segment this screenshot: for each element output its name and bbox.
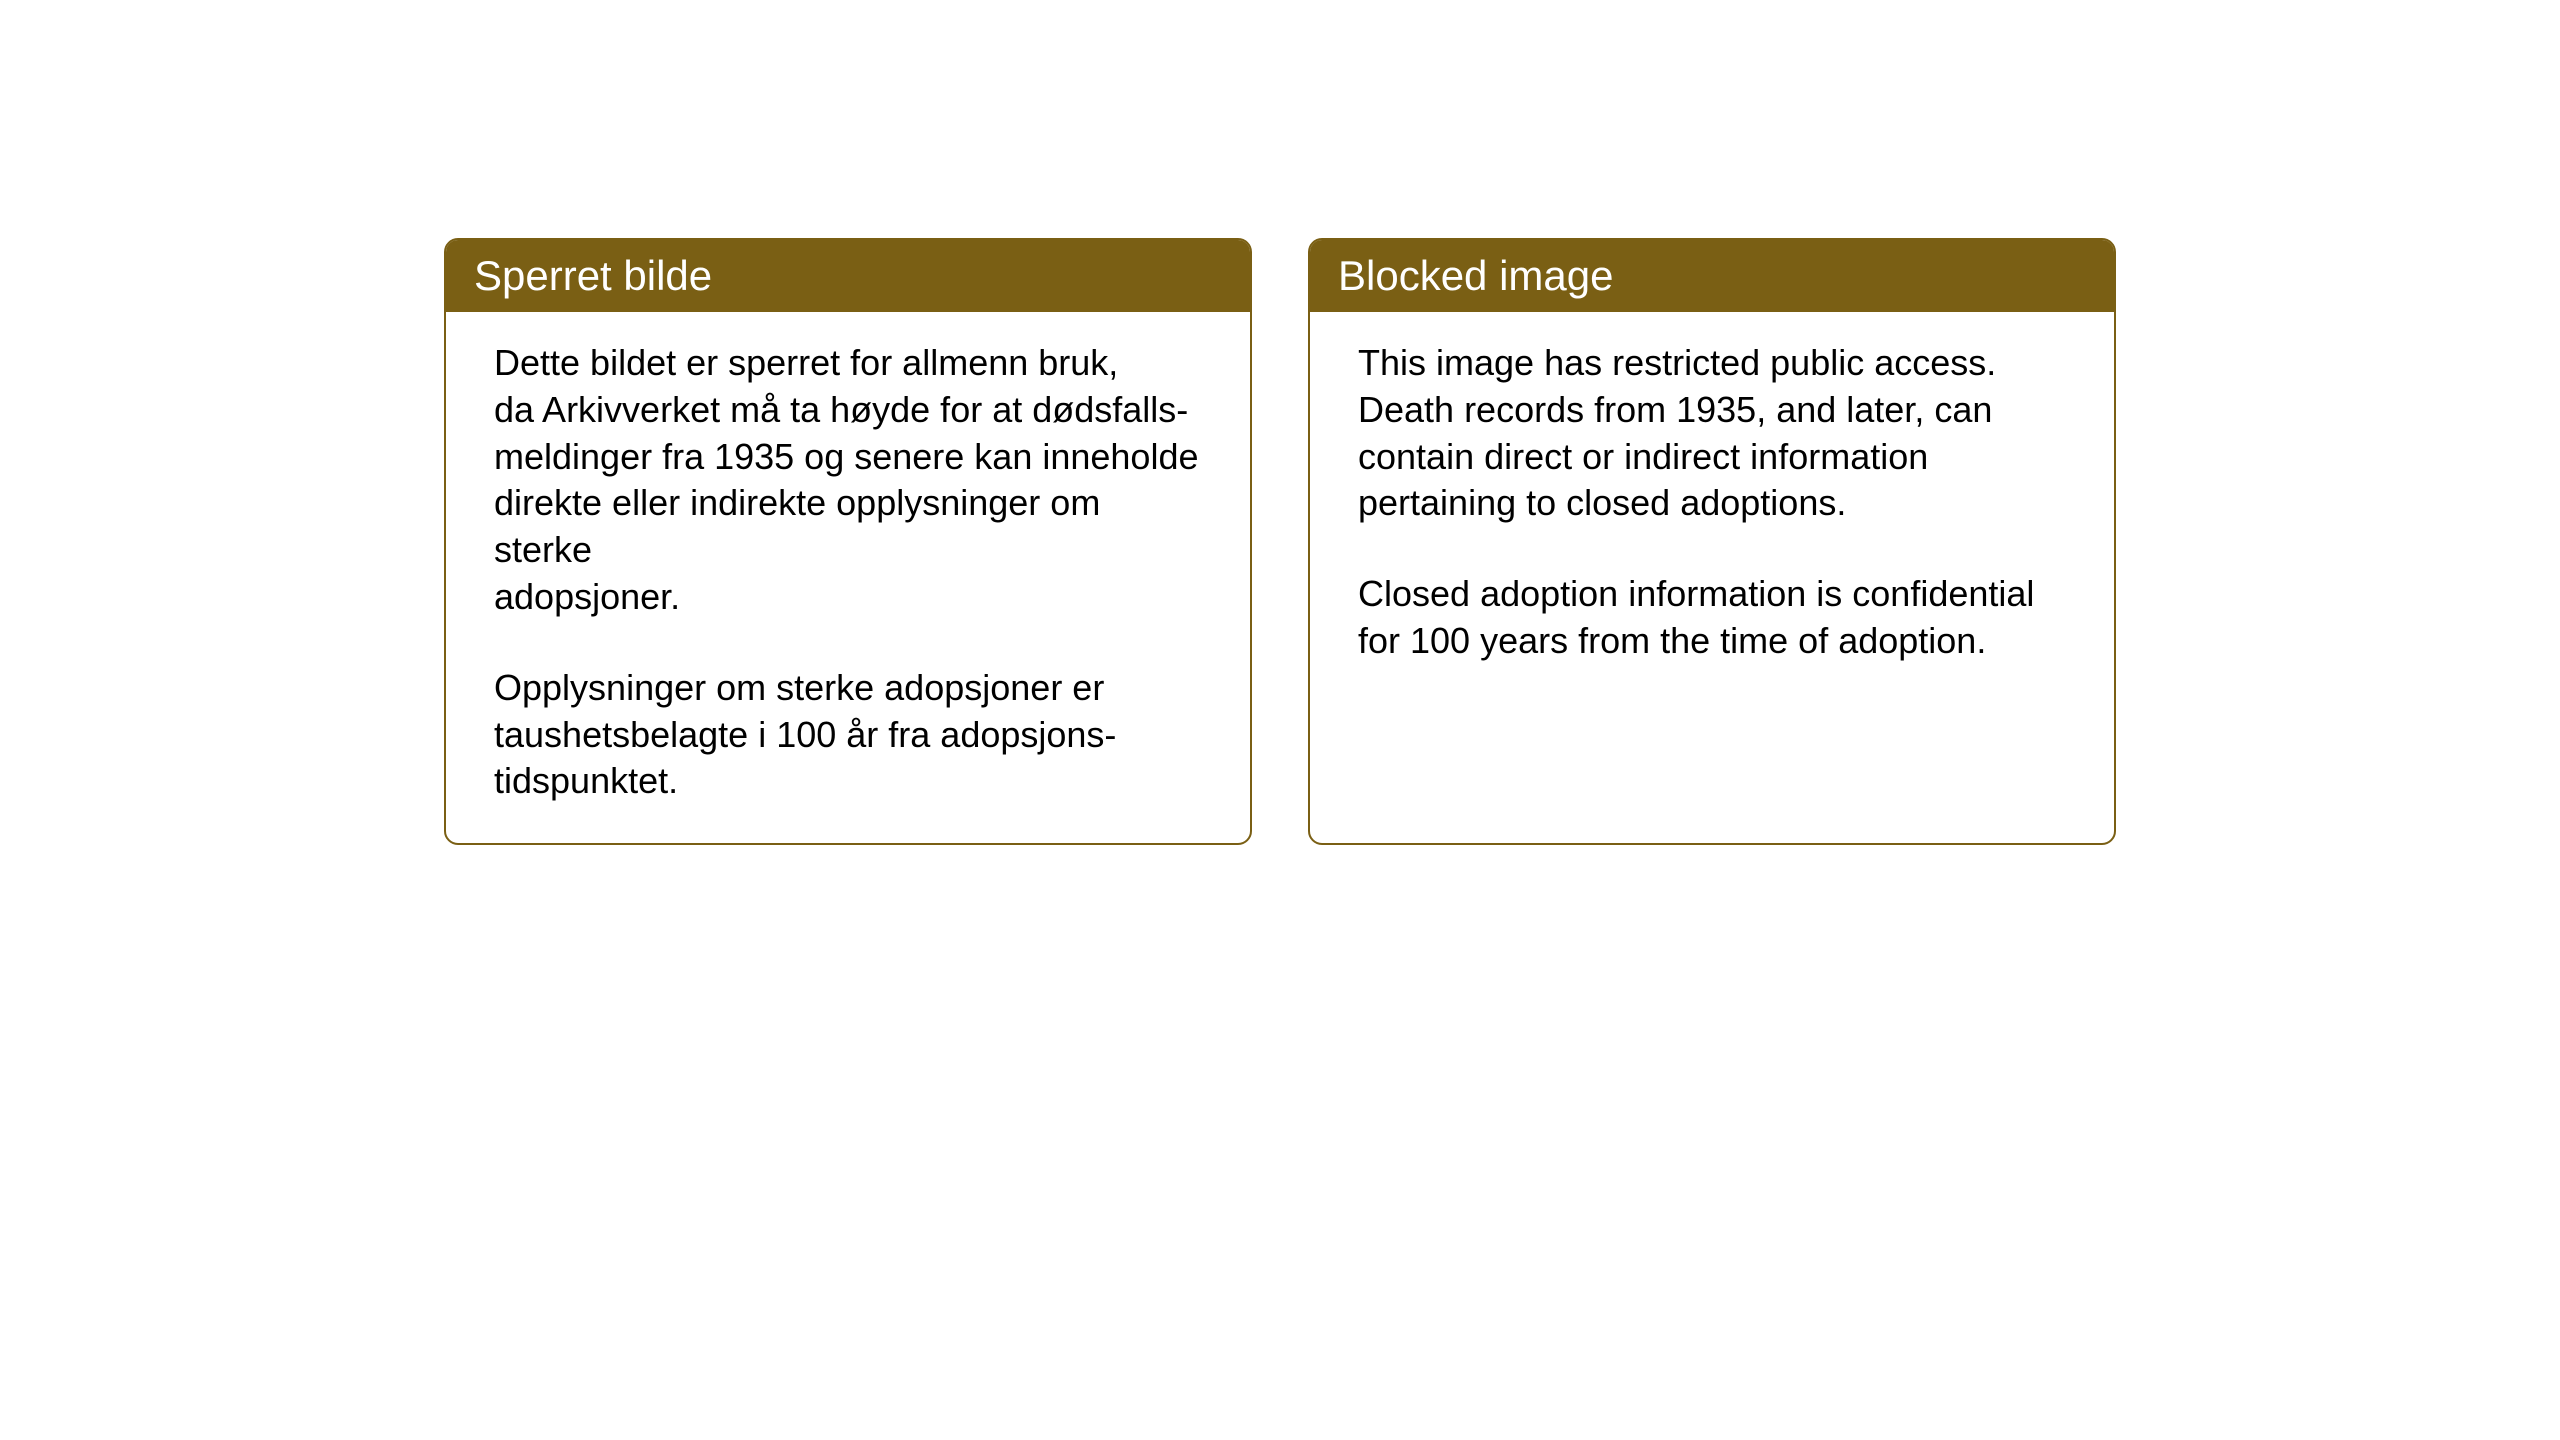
norwegian-paragraph-1: Dette bildet er sperret for allmenn bruk… xyxy=(494,340,1202,621)
english-paragraph-1: This image has restricted public access.… xyxy=(1358,340,2066,527)
norwegian-card-body: Dette bildet er sperret for allmenn bruk… xyxy=(446,312,1250,843)
norwegian-paragraph-2: Opplysninger om sterke adopsjoner er tau… xyxy=(494,665,1202,805)
english-card-title: Blocked image xyxy=(1310,240,2114,312)
english-paragraph-2: Closed adoption information is confident… xyxy=(1358,571,2066,665)
norwegian-notice-card: Sperret bilde Dette bildet er sperret fo… xyxy=(444,238,1252,845)
english-notice-card: Blocked image This image has restricted … xyxy=(1308,238,2116,845)
notice-cards-container: Sperret bilde Dette bildet er sperret fo… xyxy=(444,238,2116,845)
english-card-body: This image has restricted public access.… xyxy=(1310,312,2114,752)
norwegian-card-title: Sperret bilde xyxy=(446,240,1250,312)
